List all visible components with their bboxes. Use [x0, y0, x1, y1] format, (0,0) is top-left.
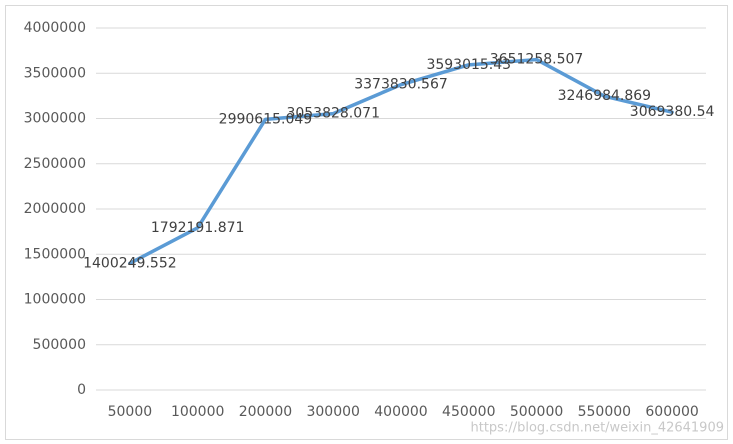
data-label: 3593015.43	[426, 57, 511, 73]
y-tick-label: 2000000	[24, 201, 86, 217]
x-tick-label: 550000	[578, 404, 631, 420]
data-label: 1792191.871	[151, 220, 245, 236]
y-tick-label: 1000000	[24, 292, 86, 308]
chart-frame	[5, 5, 728, 440]
data-label: 3651258.507	[490, 52, 584, 68]
data-label: 1400249.552	[83, 255, 177, 271]
data-label: 3373830.567	[354, 77, 448, 93]
x-tick-label: 300000	[306, 404, 359, 420]
x-tick-label: 600000	[645, 404, 698, 420]
y-tick-label: 2500000	[24, 156, 86, 172]
y-tick-label: 1500000	[24, 246, 86, 262]
y-tick-label: 0	[77, 382, 86, 398]
x-tick-label: 400000	[374, 404, 427, 420]
data-label: 3246984.869	[558, 88, 652, 104]
x-tick-label: 100000	[171, 404, 224, 420]
y-tick-label: 500000	[33, 337, 86, 353]
y-tick-label: 3000000	[24, 111, 86, 127]
watermark: https://blog.csdn.net/weixin_42641909	[470, 421, 724, 436]
data-label: 3069380.54	[630, 104, 715, 120]
data-label: 3053828.071	[286, 106, 380, 122]
x-tick-label: 450000	[442, 404, 495, 420]
y-tick-label: 4000000	[24, 20, 86, 36]
data-label: 2990615.049	[219, 111, 313, 127]
x-tick-label: 200000	[239, 404, 292, 420]
x-tick-label: 50000	[108, 404, 153, 420]
y-tick-label: 3500000	[24, 65, 86, 81]
x-tick-label: 500000	[510, 404, 563, 420]
line	[128, 57, 674, 266]
